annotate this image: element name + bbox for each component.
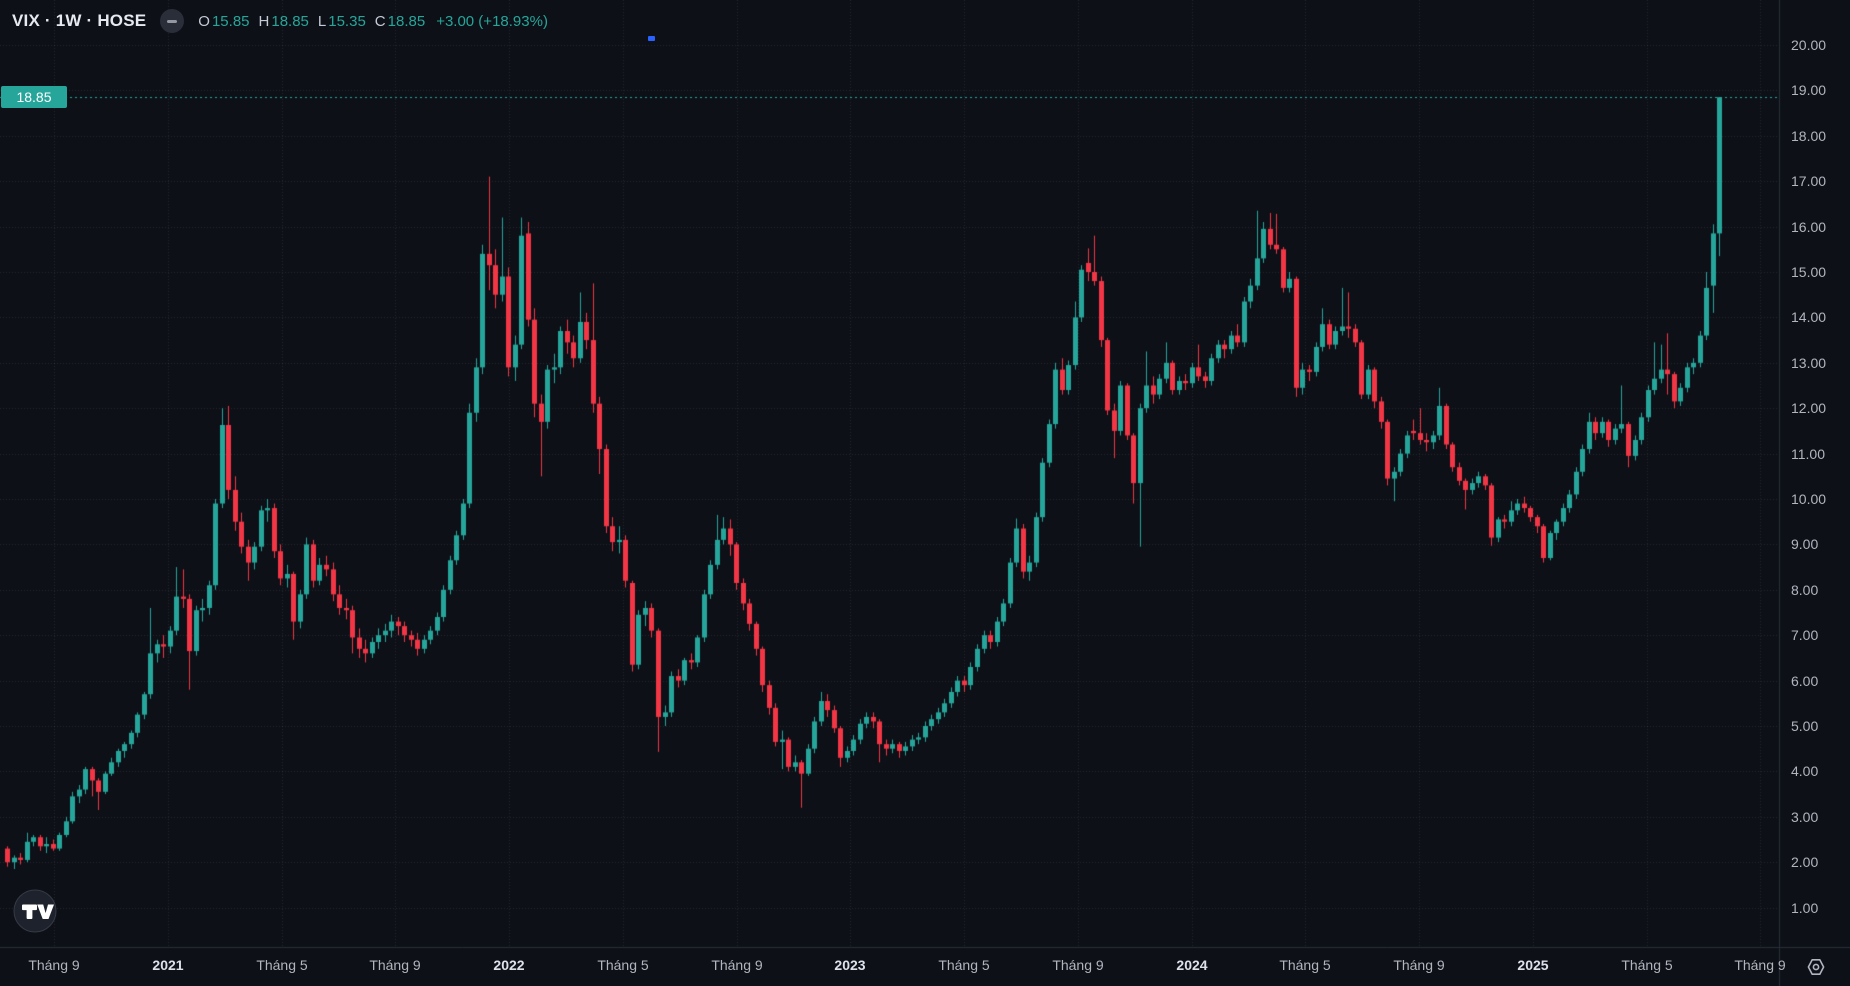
time-axis-label: 2023: [834, 957, 866, 973]
price-axis-label: 8.00: [1791, 581, 1819, 598]
price-axis-label: 10.00: [1791, 491, 1827, 507]
time-axis-label: Tháng 9: [28, 957, 80, 973]
time-axis-label: Tháng 9: [1052, 957, 1104, 973]
time-axis-label: Tháng 9: [1393, 957, 1445, 973]
price-axis-label: 13.00: [1791, 354, 1827, 371]
minus-icon: [167, 19, 178, 23]
price-axis-label: 12.00: [1791, 400, 1827, 417]
time-axis-label: Tháng 5: [1621, 957, 1673, 973]
price-axis-label: 9.00: [1791, 536, 1819, 553]
price-axis-label: 4.00: [1791, 763, 1819, 780]
price-axis[interactable]: 20.00 19.00 18.00 17.00 16.00 15.00 14.00 13.00…: [1780, 0, 1850, 947]
price-axis-label: 16.00: [1791, 218, 1827, 235]
price-axis-label: 6.00: [1791, 672, 1819, 689]
price-axis-label: 3.00: [1791, 808, 1819, 825]
time-axis-label: Tháng 9: [711, 957, 763, 973]
price-axis-label: 15.00: [1791, 264, 1827, 280]
time-axis[interactable]: Tháng 9 2021 Tháng 5 Tháng 9 2022 Tháng 5 Thán…: [0, 948, 1850, 986]
price-axis-label: 17.00: [1791, 173, 1827, 190]
time-axis-label: 2021: [152, 957, 184, 973]
high-label: H: [258, 12, 270, 30]
close-value: 18.85: [387, 12, 426, 30]
price-axis-label: 1.00: [1791, 899, 1819, 916]
tv-logo-icon: [13, 889, 57, 933]
open-label: O: [198, 12, 210, 30]
last-price-badge: 18.85: [1, 86, 67, 109]
change-value: +3.00 (+18.93%): [436, 12, 548, 30]
open-value: 15.85: [211, 12, 250, 30]
chart-legend: VIX · 1W · HOSE O 15.85 H 18.85 L 15.35 C 18…: [12, 9, 548, 33]
time-axis-label: 2025: [1517, 957, 1549, 973]
legend-visibility-toggle[interactable]: [160, 9, 185, 33]
price-axis-label: 20.00: [1791, 37, 1827, 53]
ohlc-legend: O 15.85 H 18.85 L 15.35 C 18.85 +3.00 (+18.9…: [198, 13, 548, 30]
price-axis-label: 14.00: [1791, 309, 1827, 326]
price-axis-label: 11.00: [1791, 445, 1825, 462]
price-axis-label: 2.00: [1791, 854, 1819, 871]
time-axis-label: Tháng 5: [1279, 957, 1331, 973]
alert-marker-dot: [648, 36, 655, 41]
low-value: 15.35: [328, 12, 366, 30]
time-axis-label: Tháng 5: [938, 957, 990, 973]
symbol-title[interactable]: VIX · 1W · HOSE: [12, 11, 147, 30]
high-value: 18.85: [271, 12, 309, 30]
low-label: L: [317, 12, 327, 30]
time-axis-label: Tháng 9: [369, 957, 421, 973]
time-axis-settings-icon[interactable]: [1804, 955, 1828, 979]
price-axis-label: 5.00: [1791, 718, 1819, 734]
time-axis-label: Tháng 9: [1734, 957, 1786, 973]
close-label: C: [374, 12, 386, 30]
hexagon-gear-icon: [1807, 959, 1825, 975]
time-axis-label: Tháng 5: [256, 957, 308, 973]
price-axis-label: 19.00: [1791, 82, 1827, 99]
price-axis-label: 7.00: [1791, 627, 1819, 644]
time-axis-label: Tháng 5: [597, 957, 649, 973]
price-axis-label: 18.00: [1791, 127, 1827, 144]
time-axis-label: 2022: [493, 957, 525, 973]
time-axis-label: 2024: [1176, 957, 1208, 973]
tradingview-logo[interactable]: [12, 888, 58, 934]
